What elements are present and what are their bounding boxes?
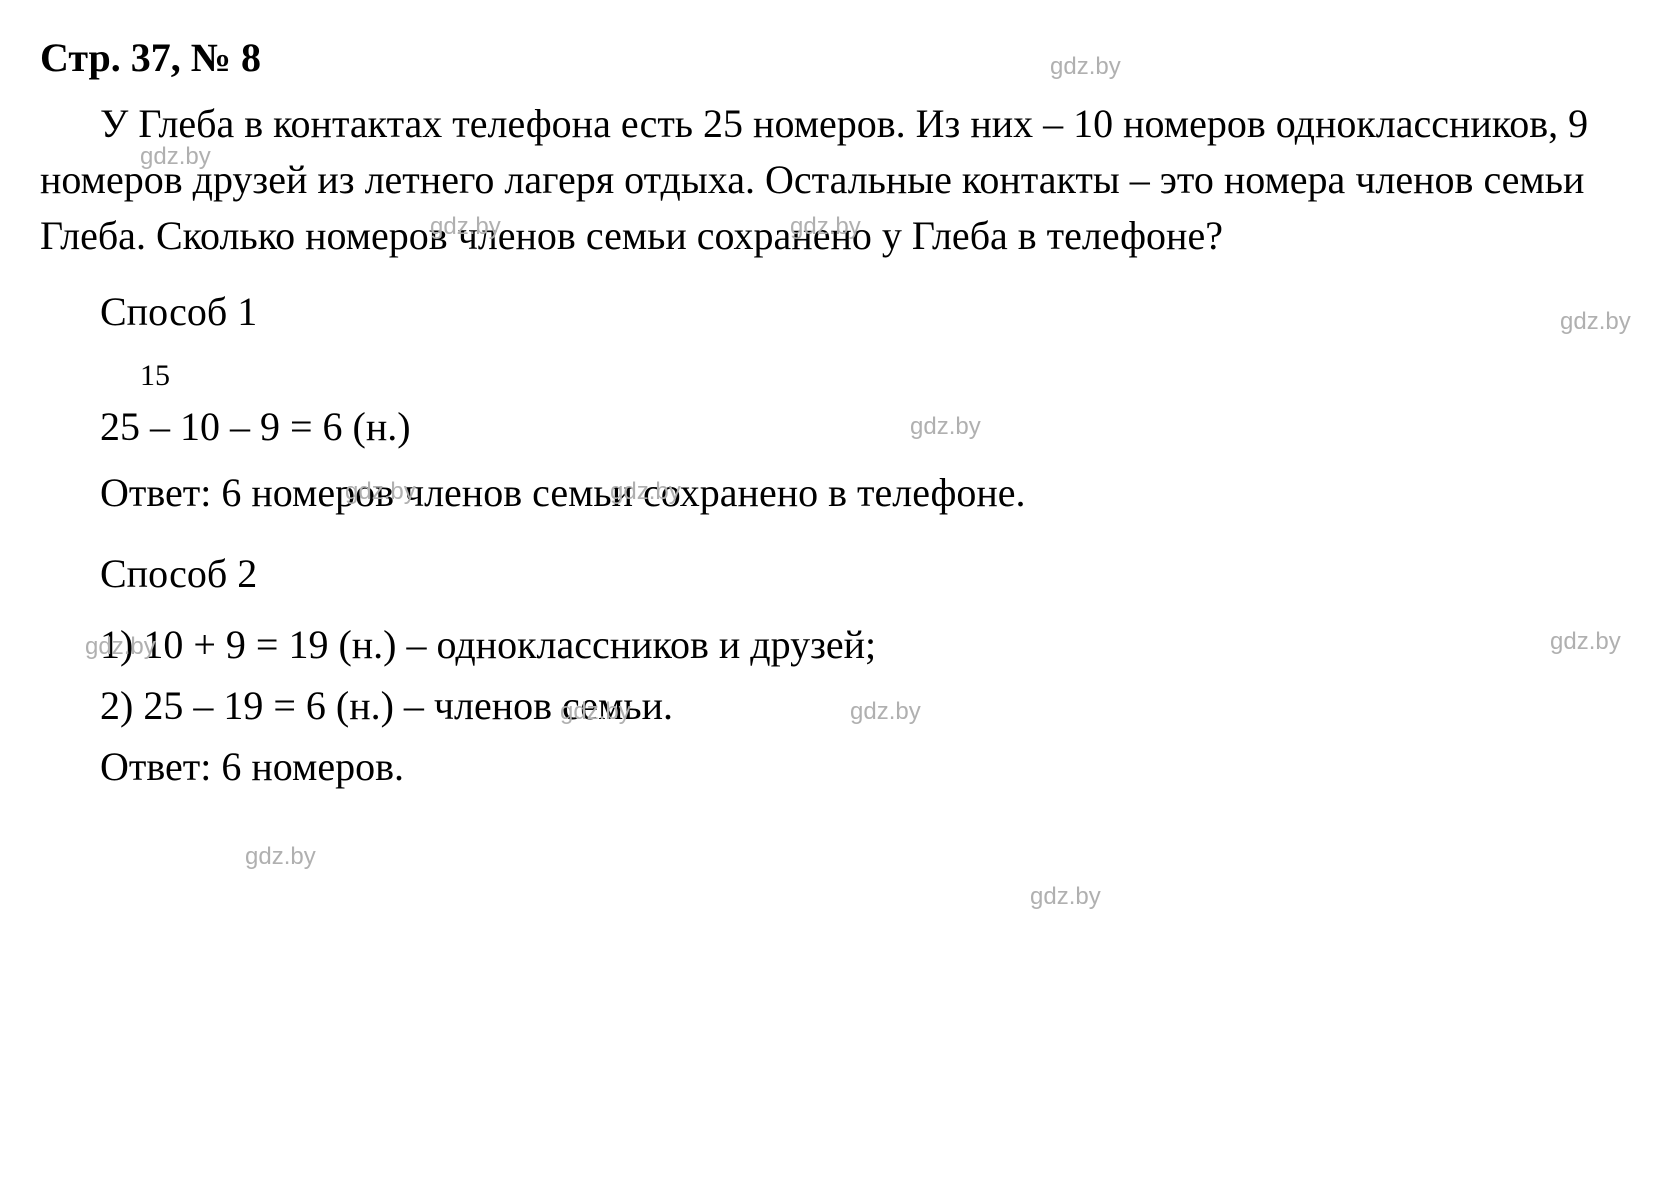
method-1-annotation: 15 bbox=[140, 355, 1627, 397]
method-1-calc-wrapper: 15 25 – 10 – 9 = 6 (н.) bbox=[100, 355, 1627, 455]
method-1-calculation: 25 – 10 – 9 = 6 (н.) bbox=[100, 399, 1627, 455]
method-1-title: Способ 1 bbox=[100, 284, 1627, 340]
watermark: gdz.by bbox=[1030, 880, 1101, 914]
document-content: Стр. 37, № 8 У Глеба в контактах телефон… bbox=[40, 30, 1627, 795]
method-2-answer: Ответ: 6 номеров. bbox=[100, 739, 1627, 795]
method-2-title: Способ 2 bbox=[100, 546, 1627, 602]
problem-statement: У Глеба в контактах телефона есть 25 ном… bbox=[40, 96, 1627, 264]
watermark: gdz.by bbox=[245, 840, 316, 874]
page-reference: Стр. 37, № 8 bbox=[40, 35, 261, 80]
method-2-step-2: 2) 25 – 19 = 6 (н.) – членов семьи. bbox=[100, 678, 1627, 734]
method-1-block: Способ 1 15 25 – 10 – 9 = 6 (н.) Ответ: … bbox=[100, 284, 1627, 521]
problem-text: У Глеба в контактах телефона есть 25 ном… bbox=[40, 101, 1588, 258]
page-header: Стр. 37, № 8 bbox=[40, 30, 1627, 86]
method-2-step-1: 1) 10 + 9 = 19 (н.) – одноклассников и д… bbox=[100, 617, 1627, 673]
method-2-block: Способ 2 1) 10 + 9 = 19 (н.) – однокласс… bbox=[100, 546, 1627, 795]
method-1-answer: Ответ: 6 номеров членов семьи сохранено … bbox=[100, 465, 1627, 521]
